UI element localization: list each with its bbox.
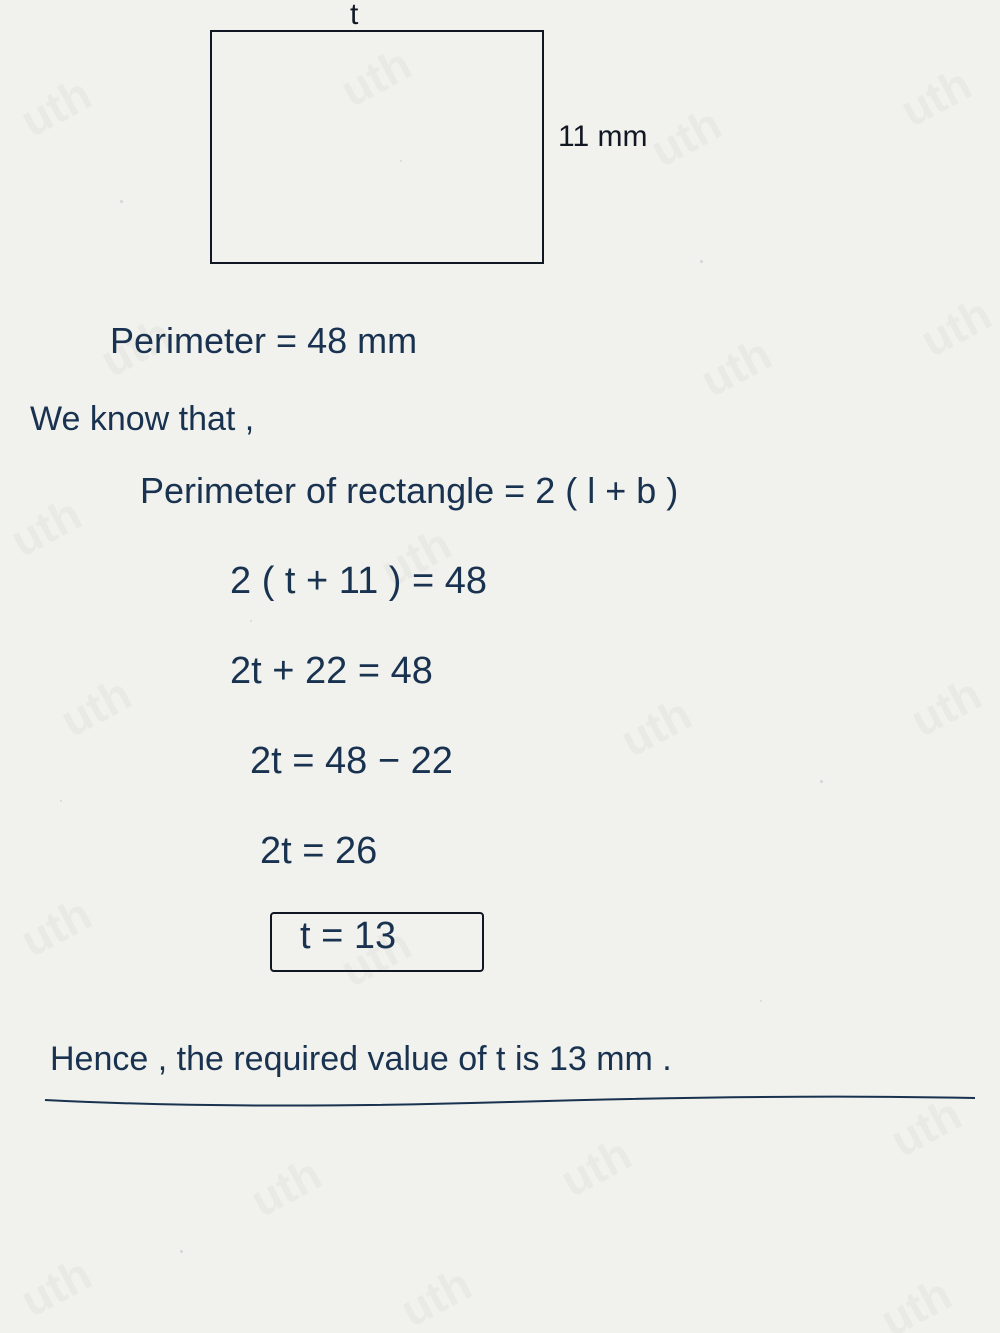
diagram-rectangle [210, 30, 544, 264]
paper-speckle [700, 260, 703, 263]
watermark: uth [392, 1256, 480, 1333]
watermark: uth [692, 326, 780, 407]
line-step-1: 2 ( t + 11 ) = 48 [230, 560, 487, 603]
watermark: uth [52, 666, 140, 747]
paper-speckle [760, 1000, 762, 1002]
watermark: uth [2, 486, 90, 567]
watermark: uth [912, 286, 1000, 367]
watermark: uth [892, 56, 980, 137]
diagram-right-label: 11 mm [558, 120, 647, 154]
watermark: uth [12, 66, 100, 147]
handwritten-page: uth uth uth uth uth uth uth uth uth uth … [0, 0, 1000, 1333]
conclusion-underline [40, 1088, 980, 1118]
line-step-2: 2t + 22 = 48 [230, 650, 433, 693]
line-formula: Perimeter of rectangle = 2 ( l + b ) [140, 470, 678, 512]
line-perimeter-given: Perimeter = 48 mm [110, 320, 417, 362]
diagram-top-label: t [350, 0, 358, 32]
watermark: uth [612, 686, 700, 767]
watermark: uth [12, 1246, 100, 1327]
paper-speckle [120, 200, 123, 203]
paper-speckle [60, 800, 62, 802]
paper-speckle [180, 1250, 183, 1253]
watermark: uth [902, 666, 990, 747]
line-answer: t = 13 [300, 915, 396, 958]
line-conclusion: Hence , the required value of t is 13 mm… [50, 1040, 672, 1079]
watermark: uth [12, 886, 100, 967]
line-step-3: 2t = 48 − 22 [250, 740, 453, 783]
watermark: uth [242, 1146, 330, 1227]
watermark: uth [642, 96, 730, 177]
paper-speckle [820, 780, 823, 783]
watermark: uth [552, 1126, 640, 1207]
watermark: uth [872, 1266, 960, 1333]
paper-speckle [250, 620, 252, 622]
line-step-4: 2t = 26 [260, 830, 377, 873]
line-we-know: We know that , [30, 400, 254, 439]
